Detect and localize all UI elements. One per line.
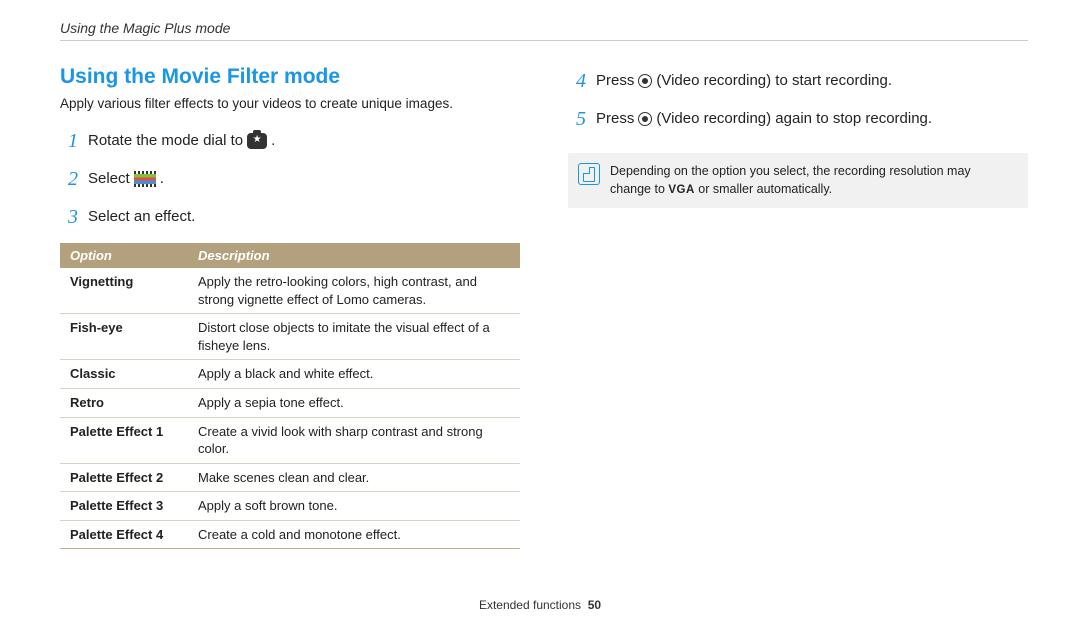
- step-4: 4 Press (Video recording) to start recor…: [568, 65, 1028, 97]
- step-text-after: (Video recording) again to stop recordin…: [656, 107, 932, 131]
- option-desc: Create a vivid look with sharp contrast …: [188, 417, 520, 463]
- table-row: ClassicApply a black and white effect.: [60, 360, 520, 389]
- option-name: Classic: [60, 360, 188, 389]
- option-name: Retro: [60, 388, 188, 417]
- right-column: 4 Press (Video recording) to start recor…: [568, 65, 1028, 549]
- divider: [60, 40, 1028, 41]
- step-text-after: .: [271, 129, 275, 153]
- steps-left: 1 Rotate the mode dial to . 2 Select .: [60, 125, 520, 233]
- step-5: 5 Press (Video recording) again to stop …: [568, 103, 1028, 135]
- option-desc: Create a cold and monotone effect.: [188, 520, 520, 549]
- step-number: 2: [60, 163, 78, 195]
- step-text-before: Select an effect.: [88, 205, 195, 229]
- option-name: Fish-eye: [60, 314, 188, 360]
- breadcrumb: Using the Magic Plus mode: [60, 20, 1028, 36]
- step-number: 3: [60, 201, 78, 233]
- step-text-before: Rotate the mode dial to: [88, 129, 243, 153]
- note-text: Depending on the option you select, the …: [610, 163, 1014, 198]
- note-box: Depending on the option you select, the …: [568, 153, 1028, 208]
- step-text-before: Press: [596, 107, 634, 131]
- section-heading: Using the Movie Filter mode: [60, 65, 520, 89]
- option-desc: Apply a black and white effect.: [188, 360, 520, 389]
- option-desc: Apply a sepia tone effect.: [188, 388, 520, 417]
- table-header-row: Option Description: [60, 243, 520, 268]
- step-text: Select an effect.: [88, 205, 195, 229]
- option-desc: Make scenes clean and clear.: [188, 463, 520, 492]
- footer-label: Extended functions: [479, 598, 581, 612]
- table-body: VignettingApply the retro-looking colors…: [60, 268, 520, 549]
- left-column: Using the Movie Filter mode Apply variou…: [60, 65, 520, 549]
- option-name: Palette Effect 4: [60, 520, 188, 549]
- table-row: Palette Effect 3Apply a soft brown tone.: [60, 492, 520, 521]
- table-row: Palette Effect 4Create a cold and monoto…: [60, 520, 520, 549]
- table-row: RetroApply a sepia tone effect.: [60, 388, 520, 417]
- record-icon: [638, 112, 652, 126]
- record-icon: [638, 74, 652, 88]
- step-text: Press (Video recording) to start recordi…: [596, 69, 892, 93]
- effects-table: Option Description VignettingApply the r…: [60, 243, 520, 549]
- step-text: Press (Video recording) again to stop re…: [596, 107, 932, 131]
- option-desc: Distort close objects to imitate the vis…: [188, 314, 520, 360]
- step-number: 5: [568, 103, 586, 135]
- table-row: Palette Effect 2Make scenes clean and cl…: [60, 463, 520, 492]
- step-text-before: Press: [596, 69, 634, 93]
- option-name: Palette Effect 1: [60, 417, 188, 463]
- note-after: or smaller automatically.: [695, 182, 832, 196]
- step-3: 3 Select an effect.: [60, 201, 520, 233]
- option-desc: Apply the retro-looking colors, high con…: [188, 268, 520, 314]
- step-text: Rotate the mode dial to .: [88, 129, 275, 153]
- page-number: 50: [588, 598, 601, 612]
- movie-filter-icon: [134, 171, 156, 187]
- step-1: 1 Rotate the mode dial to .: [60, 125, 520, 157]
- step-text: Select .: [88, 167, 164, 191]
- option-desc: Apply a soft brown tone.: [188, 492, 520, 521]
- page-footer: Extended functions 50: [0, 598, 1080, 612]
- content-columns: Using the Movie Filter mode Apply variou…: [60, 65, 1028, 549]
- step-number: 1: [60, 125, 78, 157]
- page: Using the Magic Plus mode Using the Movi…: [0, 0, 1080, 630]
- step-text-before: Select: [88, 167, 130, 191]
- step-text-after: (Video recording) to start recording.: [656, 69, 892, 93]
- intro-text: Apply various filter effects to your vid…: [60, 95, 520, 113]
- note-icon: [578, 163, 600, 185]
- option-name: Vignetting: [60, 268, 188, 314]
- vga-label: VGA: [668, 184, 694, 196]
- step-2: 2 Select .: [60, 163, 520, 195]
- steps-right: 4 Press (Video recording) to start recor…: [568, 65, 1028, 135]
- table-row: Palette Effect 1Create a vivid look with…: [60, 417, 520, 463]
- table-row: Fish-eyeDistort close objects to imitate…: [60, 314, 520, 360]
- th-description: Description: [188, 243, 520, 268]
- option-name: Palette Effect 2: [60, 463, 188, 492]
- option-name: Palette Effect 3: [60, 492, 188, 521]
- mode-dial-icon: [247, 133, 267, 149]
- table-row: VignettingApply the retro-looking colors…: [60, 268, 520, 314]
- th-option: Option: [60, 243, 188, 268]
- step-number: 4: [568, 65, 586, 97]
- step-text-after: .: [160, 167, 164, 191]
